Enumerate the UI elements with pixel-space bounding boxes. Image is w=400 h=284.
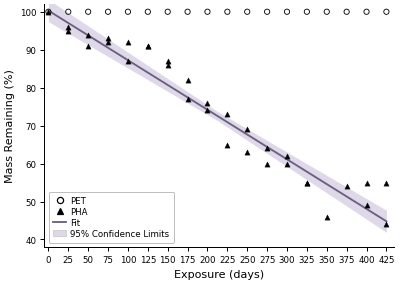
Point xyxy=(383,222,389,227)
Point xyxy=(124,10,131,15)
Point xyxy=(363,203,369,208)
Legend: PET, PHA, Fit, 95% Confidence Limits: PET, PHA, Fit, 95% Confidence Limits xyxy=(49,192,174,243)
Point xyxy=(323,215,330,219)
Point xyxy=(164,63,171,68)
Point xyxy=(105,37,111,41)
Point xyxy=(343,184,350,189)
Point xyxy=(224,112,230,117)
Point xyxy=(204,101,210,106)
Point xyxy=(264,147,270,151)
Point xyxy=(45,10,52,15)
Point xyxy=(164,10,171,15)
Point xyxy=(124,59,131,64)
Point xyxy=(284,10,290,15)
Point xyxy=(65,10,71,15)
Y-axis label: Mass Remaining (%): Mass Remaining (%) xyxy=(5,69,15,183)
Point xyxy=(264,162,270,166)
Point xyxy=(244,10,250,15)
Point xyxy=(244,128,250,132)
Point xyxy=(224,143,230,147)
Point xyxy=(65,25,71,30)
Point xyxy=(144,10,151,15)
Point xyxy=(105,41,111,45)
Point xyxy=(303,181,310,185)
Point xyxy=(224,10,230,15)
Point xyxy=(204,109,210,113)
Point xyxy=(244,150,250,155)
Point xyxy=(45,10,52,15)
Point xyxy=(383,181,389,185)
Point xyxy=(144,44,151,49)
Point xyxy=(363,181,369,185)
Point xyxy=(284,162,290,166)
Point xyxy=(144,44,151,49)
Point xyxy=(383,10,389,15)
Point xyxy=(184,10,190,15)
Point xyxy=(264,10,270,15)
Point xyxy=(184,78,190,83)
Point xyxy=(85,10,91,15)
Point xyxy=(303,181,310,185)
Point xyxy=(85,44,91,49)
Point xyxy=(85,33,91,37)
Point xyxy=(164,59,171,64)
Point xyxy=(204,10,210,15)
Point xyxy=(105,10,111,15)
Point xyxy=(343,10,350,15)
Point xyxy=(323,10,330,15)
Point xyxy=(124,41,131,45)
Point xyxy=(184,97,190,102)
Point xyxy=(363,10,369,15)
Point xyxy=(303,10,310,15)
Point xyxy=(284,154,290,158)
Point xyxy=(65,29,71,34)
X-axis label: Exposure (days): Exposure (days) xyxy=(174,269,264,279)
